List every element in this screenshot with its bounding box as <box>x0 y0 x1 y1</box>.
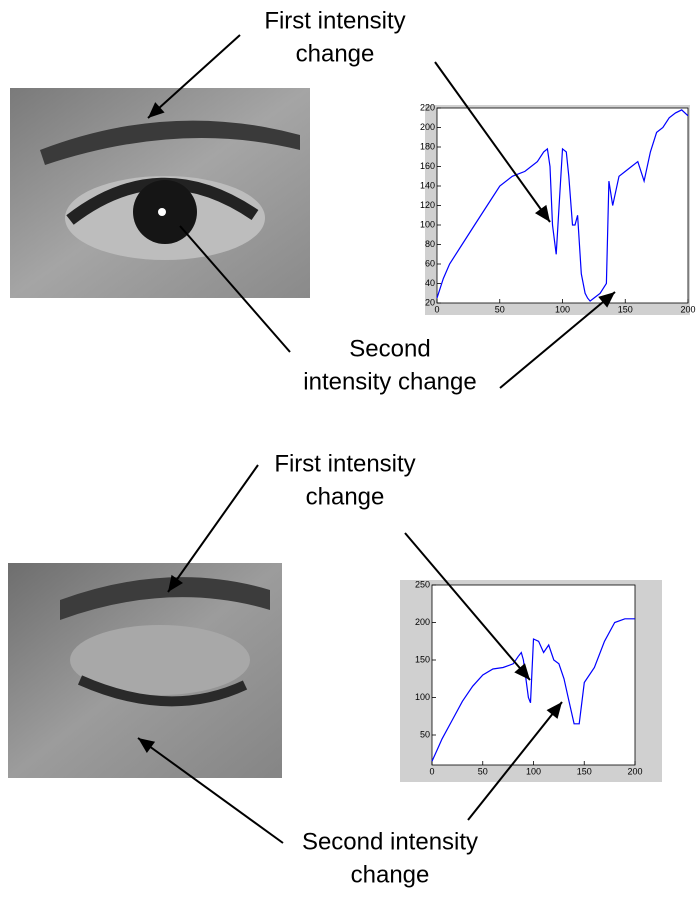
y-tick-label: 160 <box>420 161 435 171</box>
annotation: Second intensity <box>302 828 478 855</box>
y-tick-label: 80 <box>425 239 435 249</box>
y-tick-label: 120 <box>420 200 435 210</box>
x-tick-label: 200 <box>680 304 695 314</box>
x-tick-label: 50 <box>495 304 505 314</box>
annotation: intensity change <box>303 368 476 395</box>
x-tick-label: 150 <box>618 304 633 314</box>
annotation: change <box>296 40 375 67</box>
y-tick-label: 250 <box>415 579 430 589</box>
annotation: Second <box>349 335 430 362</box>
x-tick-label: 50 <box>478 766 488 776</box>
y-tick-label: 150 <box>415 654 430 664</box>
figure: 0 50 100 150 200 20 40 60 80 100 120 140 160 180 200 22… <box>0 0 700 892</box>
y-tick-label: 100 <box>420 219 435 229</box>
y-tick-label: 100 <box>415 692 430 702</box>
annotation: First intensity <box>274 450 415 477</box>
y-tick-label: 20 <box>425 297 435 307</box>
annotation: change <box>351 861 430 888</box>
x-tick-label: 0 <box>429 766 434 776</box>
y-tick-label: 220 <box>420 102 435 112</box>
plot-area <box>437 108 688 303</box>
y-tick-label: 200 <box>415 617 430 627</box>
x-tick-label: 100 <box>555 304 570 314</box>
x-tick-label: 100 <box>526 766 541 776</box>
x-tick-label: 200 <box>627 766 642 776</box>
y-tick-label: 200 <box>420 122 435 132</box>
y-tick-label: 50 <box>420 729 430 739</box>
open-eye-photo <box>10 88 310 298</box>
x-tick-label: 0 <box>434 304 439 314</box>
annotation: First intensity <box>264 7 405 34</box>
y-tick-label: 180 <box>420 141 435 151</box>
x-tick-label: 150 <box>577 766 592 776</box>
y-tick-label: 60 <box>425 258 435 268</box>
annotation: change <box>306 483 385 510</box>
y-tick-label: 40 <box>425 278 435 288</box>
y-tick-label: 140 <box>420 180 435 190</box>
